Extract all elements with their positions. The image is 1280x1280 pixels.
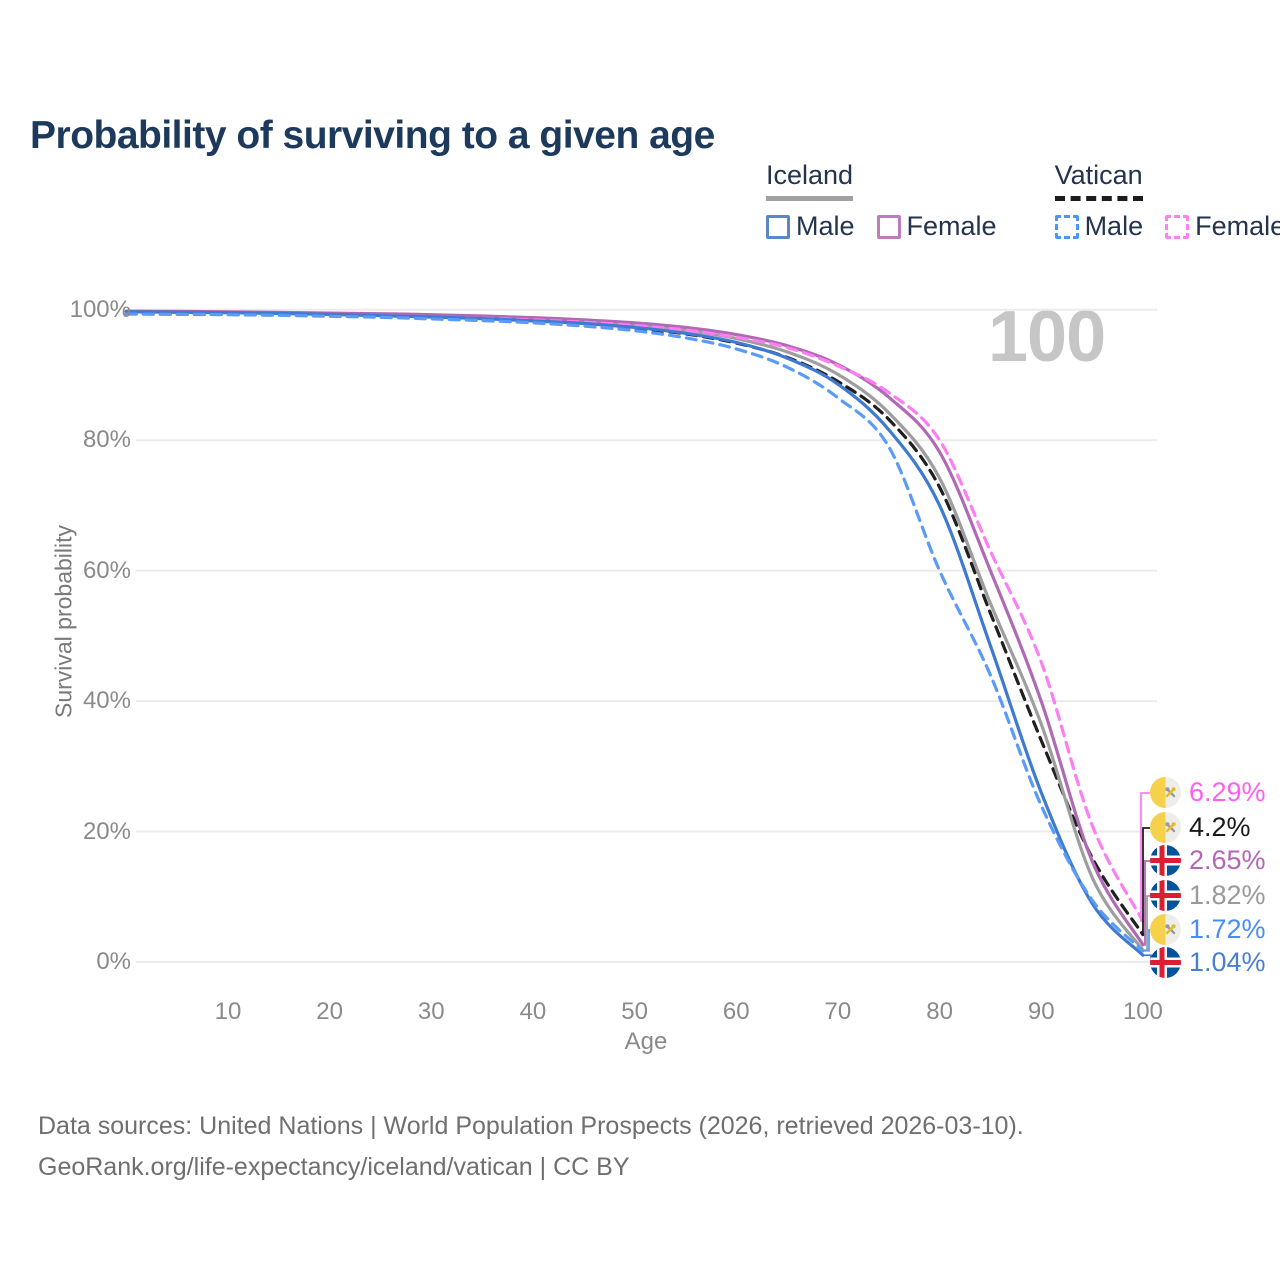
vatican-flag-icon bbox=[1150, 812, 1181, 843]
y-tick-label: 40% bbox=[82, 687, 131, 715]
series-line-iceland-female bbox=[124, 309, 1145, 947]
x-tick-label: 50 bbox=[621, 998, 648, 1025]
series-line-vatican-male bbox=[124, 312, 1145, 953]
x-tick-label: 80 bbox=[926, 998, 953, 1025]
y-tick-label: 60% bbox=[82, 556, 131, 584]
x-axis-title: Age bbox=[624, 1028, 668, 1055]
end-value-label: 1.04% bbox=[1189, 947, 1266, 977]
y-tick-label: 80% bbox=[82, 426, 131, 454]
legend-item-label: Female bbox=[1195, 211, 1280, 241]
iceland-male-swatch-icon bbox=[766, 214, 790, 239]
legend-item-iceland-female[interactable]: Female bbox=[876, 211, 997, 242]
x-tick-label: 40 bbox=[519, 998, 547, 1025]
end-connector bbox=[1142, 929, 1150, 952]
end-connector bbox=[1142, 860, 1150, 946]
legend-item-iceland-male[interactable]: Male bbox=[766, 211, 855, 242]
legend-group-iceland: Iceland Male Female bbox=[766, 160, 997, 242]
y-tick-label: 0% bbox=[96, 948, 131, 975]
x-tick-label: 90 bbox=[1027, 998, 1055, 1025]
series-line-iceland-male bbox=[124, 310, 1145, 957]
x-tick-label: 20 bbox=[316, 998, 343, 1025]
legend-item-vatican-male[interactable]: Male bbox=[1054, 211, 1144, 242]
legend-item-vatican-female[interactable]: Female bbox=[1165, 211, 1280, 242]
end-label-vatican-male: 1.72% bbox=[1150, 914, 1266, 945]
legend-header-iceland[interactable]: Iceland bbox=[766, 160, 854, 201]
page-title: Probability of surviving to a given age bbox=[30, 114, 715, 158]
iceland-flag-icon bbox=[1150, 845, 1181, 876]
legend: Iceland Male Female Vatican Male Female bbox=[766, 160, 1280, 242]
end-value-label: 1.72% bbox=[1189, 914, 1266, 944]
vatican-flag-icon bbox=[1150, 777, 1181, 808]
legend-item-label: Female bbox=[906, 211, 997, 241]
source-url-line: GeoRank.org/life-expectancy/iceland/vati… bbox=[38, 1153, 630, 1181]
legend-item-label: Male bbox=[796, 211, 855, 241]
iceland-female-swatch-icon bbox=[876, 214, 901, 239]
end-value-label: 2.65% bbox=[1189, 845, 1266, 875]
vatican-female-swatch-icon bbox=[1165, 214, 1190, 239]
series-line-iceland-total bbox=[124, 309, 1145, 952]
x-tick-label: 30 bbox=[417, 998, 445, 1025]
end-label-iceland-total: 1.82% bbox=[1150, 880, 1266, 911]
end-value-label: 1.82% bbox=[1189, 880, 1266, 910]
iceland-flag-icon bbox=[1150, 880, 1181, 911]
end-label-iceland-female: 2.65% bbox=[1150, 845, 1266, 876]
x-tick-label: 60 bbox=[722, 998, 750, 1025]
end-value-label: 4.2% bbox=[1189, 812, 1251, 842]
legend-item-label: Male bbox=[1084, 211, 1144, 241]
end-label-iceland-male: 1.04% bbox=[1150, 947, 1266, 978]
end-connector bbox=[1140, 792, 1150, 922]
end-label-vatican-total: 4.2% bbox=[1150, 812, 1251, 843]
x-tick-label: 70 bbox=[824, 998, 852, 1025]
series-line-vatican-total bbox=[124, 312, 1145, 937]
legend-group-vatican: Vatican Male Female bbox=[1054, 160, 1280, 242]
vatican-male-swatch-icon bbox=[1054, 214, 1079, 239]
end-connector bbox=[1142, 827, 1150, 936]
x-tick-label: 100 bbox=[1122, 998, 1163, 1025]
footer: Data sources: United Nations | World Pop… bbox=[38, 1106, 1024, 1188]
vatican-flag-icon bbox=[1150, 914, 1181, 945]
iceland-flag-icon bbox=[1150, 947, 1181, 978]
end-value-label: 6.29% bbox=[1189, 777, 1266, 807]
x-tick-label: 10 bbox=[214, 998, 242, 1025]
end-label-vatican-female: 6.29% bbox=[1150, 777, 1266, 808]
y-tick-label: 20% bbox=[82, 817, 131, 845]
y-tick-label: 100% bbox=[69, 295, 131, 323]
legend-header-vatican[interactable]: Vatican bbox=[1054, 160, 1143, 201]
y-axis-title: Survival probability bbox=[50, 524, 77, 719]
data-sources-line: Data sources: United Nations | World Pop… bbox=[38, 1112, 1024, 1140]
